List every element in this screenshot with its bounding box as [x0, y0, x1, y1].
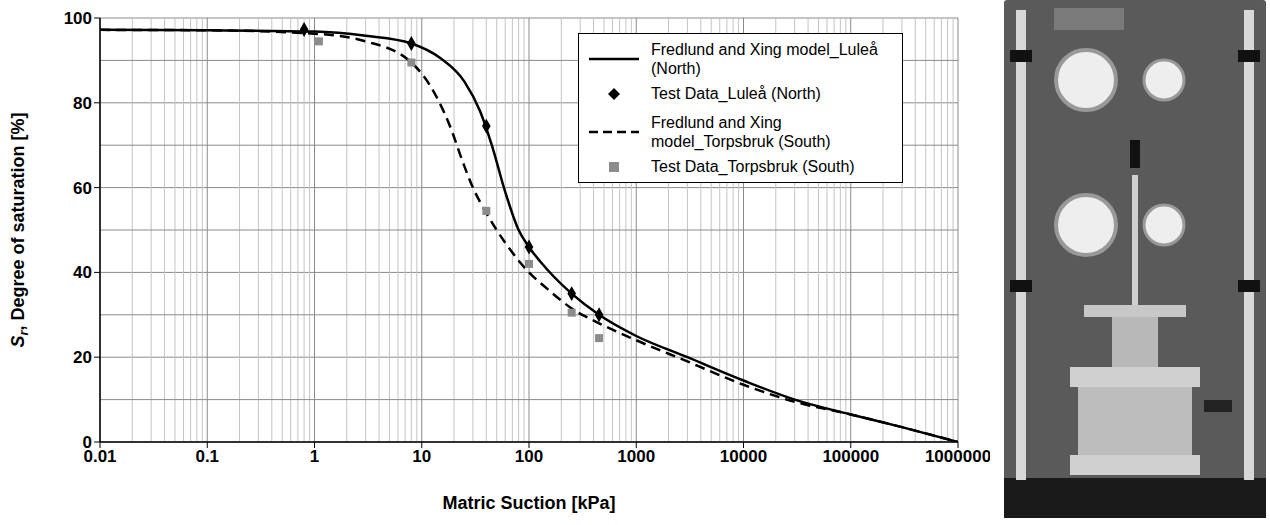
- svg-text:Matric Suction [kPa]: Matric Suction [kPa]: [442, 493, 615, 513]
- html-text:Test Data_Luleå (North): Test Data_Luleå (North): [651, 85, 821, 102]
- svg-text:60: 60: [73, 179, 92, 198]
- svg-text:0: 0: [83, 433, 92, 452]
- html-text:Fredlund and Xing model_Torpsb: Fredlund and Xing model_Torpsbruk (South…: [651, 114, 831, 150]
- svg-text:100: 100: [515, 447, 543, 466]
- svg-text:0.1: 0.1: [195, 447, 219, 466]
- svg-text:100: 100: [64, 9, 92, 28]
- svg-text:1: 1: [310, 447, 319, 466]
- html-text:Fredlund and Xing model_Luleå: Fredlund and Xing model_Luleå (North): [651, 41, 878, 77]
- html-text:Test Data_Torpsbruk (South): Test Data_Torpsbruk (South): [651, 158, 855, 175]
- svg-text:Sr, Degree of saturation [%]: Sr, Degree of saturation [%]: [8, 112, 31, 347]
- svg-text:100000: 100000: [822, 447, 879, 466]
- svg-text:20: 20: [73, 348, 92, 367]
- svg-text:80: 80: [73, 94, 92, 113]
- svg-text:1000000: 1000000: [925, 447, 990, 466]
- svg-text:10: 10: [412, 447, 431, 466]
- svg-text:40: 40: [73, 263, 92, 282]
- svg-text:10000: 10000: [720, 447, 767, 466]
- svg-text:0.01: 0.01: [83, 447, 117, 467]
- svg-text:1000: 1000: [617, 447, 655, 466]
